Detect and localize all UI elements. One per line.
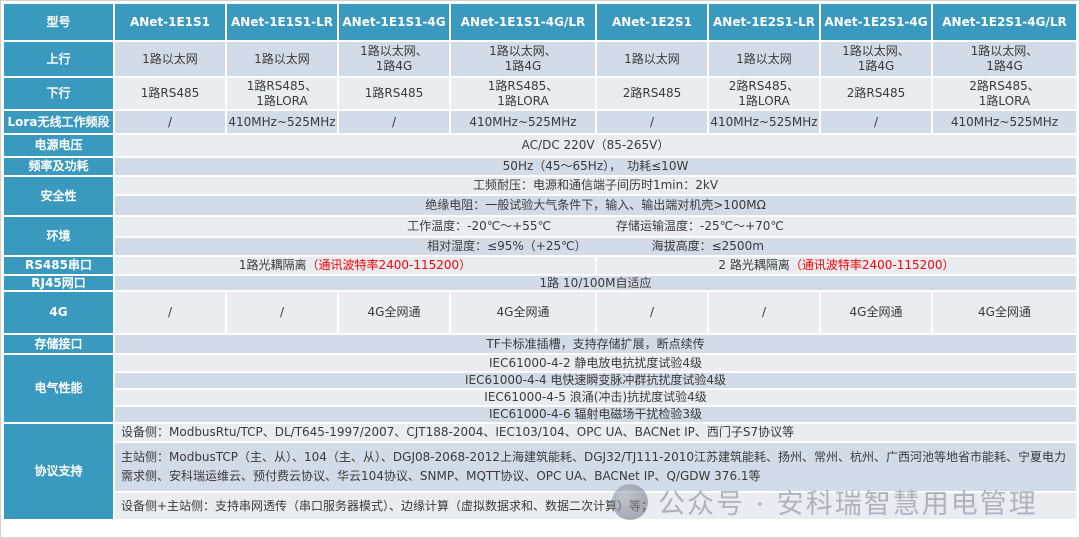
env-storage-temp: 存储运输温度：-25℃～+70℃ [616,219,784,233]
row-label-storage: 存储接口 [4,335,113,353]
spec-cell: / [115,292,225,333]
spec-cell-protocol-device: 设备侧：ModbusRtu/TCP、DL/T645-1997/2007、CJT1… [115,424,1076,441]
row-label-emc: 电气性能 [4,355,113,422]
spec-cell-safety-insulation: 绝缘电阻：一般试验大气条件下，输入、输出端对机壳>100MΩ [115,196,1076,215]
spec-cell-power-voltage: AC/DC 220V（85-265V） [115,135,1076,156]
spec-cell: 1路以太网、 1路4G [933,42,1076,76]
row-label-rj45: RJ45网口 [4,276,113,290]
spec-cell-protocol-both: 设备侧+主站侧：支持串网透传（串口服务器模式）、边缘计算（虚拟数据求和、数据二次… [115,493,1076,519]
spec-cell: 4G全网通 [933,292,1076,333]
rs485-right-baud: （通讯波特率2400-115200） [789,258,955,272]
rs485-left-isolation: 1路光耦隔离 [238,258,307,272]
header-model-8: ANet-1E2S1-4G/LR [933,4,1076,40]
spec-cell-emc-4: IEC61000-4-6 辐射电磁场干扰检验3级 [115,407,1076,422]
spec-cell-rs485-right: 2 路光耦隔离 （通讯波特率2400-115200） [597,257,1076,274]
spec-cell-safety-withstand: 工频耐压：电源和通信端子间历时1min：2kV [115,177,1076,194]
row-label-protocols: 协议支持 [4,424,113,519]
spec-cell: 410MHz~525MHz [709,111,819,133]
spec-cell: 1路以太网、 1路4G [339,42,449,76]
spec-cell-rs485-left: 1路光耦隔离 （通讯波特率2400-115200） [115,257,595,274]
spec-cell-emc-1: IEC61000-4-2 静电放电抗扰度试验4级 [115,355,1076,371]
row-label-4g: 4G [4,292,113,333]
env-altitude: 海拔高度：≤2500m [651,239,764,253]
spec-cell: 1路以太网、 1路4G [451,42,595,76]
rs485-left-baud: （通讯波特率2400-115200） [306,258,472,272]
header-model-3: ANet-1E1S1-4G [339,4,449,40]
spec-cell: 1路以太网 [115,42,225,76]
header-model-5: ANet-1E2S1 [597,4,707,40]
spec-cell-freq-power: 50Hz（45～65Hz）， 功耗≤10W [115,158,1076,175]
spec-cell: / [597,111,707,133]
spec-cell: 410MHz~525MHz [933,111,1076,133]
header-model-2: ANet-1E1S1-LR [227,4,337,40]
header-model-7: ANet-1E2S1-4G [821,4,931,40]
spec-cell-emc-2: IEC61000-4-4 电快速瞬变脉冲群抗扰度试验4级 [115,373,1076,388]
spec-cell: / [339,111,449,133]
spec-cell: 1路以太网 [227,42,337,76]
spec-cell: 2路RS485、 1路LORA [709,78,819,109]
header-model-1: ANet-1E1S1 [115,4,225,40]
row-label-power-voltage: 电源电压 [4,135,113,156]
spec-cell: 1路RS485、 1路LORA [227,78,337,109]
spec-cell: 1路RS485 [339,78,449,109]
row-label-uplink: 上行 [4,42,113,76]
spec-cell: 4G全网通 [339,292,449,333]
spec-cell-emc-3: IEC61000-4-5 浪涌(冲击)抗扰度试验4级 [115,390,1076,405]
spec-cell: 1路RS485、 1路LORA [451,78,595,109]
env-humidity: 相对湿度：≤95%（+25℃） [427,239,587,253]
spec-cell-rj45: 1路 10/100M自适应 [115,276,1076,290]
spec-cell: / [115,111,225,133]
row-label-downlink: 下行 [4,78,113,109]
spec-cell: 4G全网通 [451,292,595,333]
spec-cell: / [597,292,707,333]
header-model-4: ANet-1E1S1-4G/LR [451,4,595,40]
spec-cell: 1路RS485 [115,78,225,109]
spec-cell: 410MHz~525MHz [451,111,595,133]
spec-cell-env-temps: 工作温度：-20℃～+55℃ 存储运输温度：-25℃～+70℃ [115,217,1076,236]
header-model-6: ANet-1E2S1-LR [709,4,819,40]
spec-cell: 2路RS485、 1路LORA [933,78,1076,109]
row-label-rs485: RS485串口 [4,257,113,274]
spec-cell: 2路RS485 [597,78,707,109]
spec-cell: 1路以太网、 1路4G [821,42,931,76]
spec-cell: 1路以太网 [709,42,819,76]
header-model-label: 型号 [4,4,113,40]
row-label-freq-power: 频率及功耗 [4,158,113,175]
env-work-temp: 工作温度：-20℃～+55℃ [407,219,551,233]
spec-cell: 1路以太网 [597,42,707,76]
spec-cell-env-humidity-altitude: 相对湿度：≤95%（+25℃） 海拔高度：≤2500m [115,238,1076,255]
spec-cell-protocol-master: 主站侧：ModbusTCP（主、从）、104（主、从）、DGJ08-2068-2… [115,443,1076,491]
spec-cell: / [821,111,931,133]
spec-table: 型号 ANet-1E1S1 ANet-1E1S1-LR ANet-1E1S1-4… [4,4,1076,534]
spec-cell: / [709,292,819,333]
spec-cell: 2路RS485 [821,78,931,109]
row-label-lora-band: Lora无线工作频段 [4,111,113,133]
spec-cell: 4G全网通 [821,292,931,333]
rs485-right-isolation: 2 路光耦隔离 [718,258,790,272]
spec-cell-storage: TF卡标准插槽，支持存储扩展，断点续传 [115,335,1076,353]
row-label-environment: 环境 [4,217,113,255]
row-label-safety: 安全性 [4,177,113,215]
spec-cell: 410MHz~525MHz [227,111,337,133]
spec-cell: / [227,292,337,333]
